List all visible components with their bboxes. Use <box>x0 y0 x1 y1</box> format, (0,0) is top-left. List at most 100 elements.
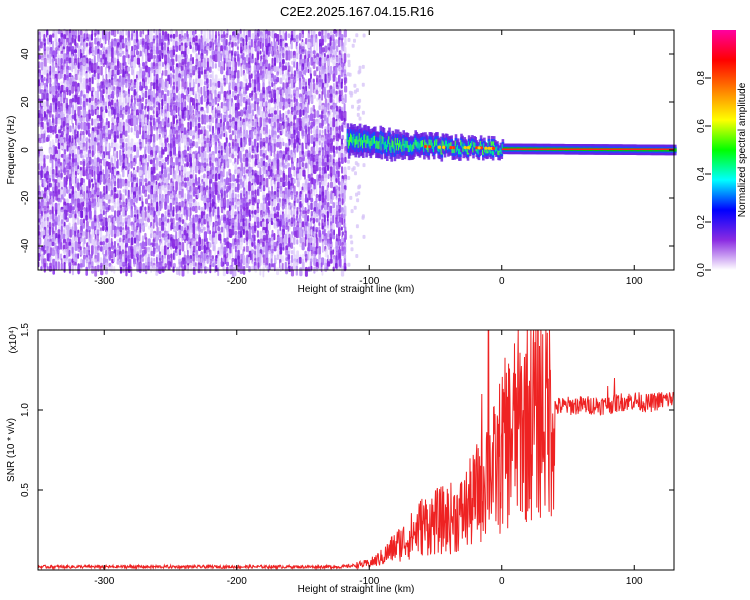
noise-cell <box>170 218 173 223</box>
noise-cell <box>200 165 204 174</box>
noise-cell <box>279 220 282 232</box>
noise-cell <box>40 165 43 172</box>
noise-cell <box>111 245 114 250</box>
noise-cell <box>74 213 77 219</box>
noise-cell <box>152 49 156 55</box>
noise-cell <box>63 105 66 115</box>
noise-cell <box>273 233 276 241</box>
noise-cell <box>184 239 187 244</box>
noise-cell <box>175 45 179 52</box>
noise-cell <box>49 204 52 212</box>
noise-cell <box>318 194 322 202</box>
noise-cell <box>130 98 133 105</box>
noise-cell <box>43 89 47 100</box>
noise-cell <box>166 160 170 165</box>
noise-cell <box>315 90 319 95</box>
noise-cell <box>141 225 145 230</box>
noise-cell <box>107 53 111 60</box>
noise-cell <box>313 189 316 196</box>
noise-cell <box>256 52 259 60</box>
noise-cell <box>158 93 162 103</box>
noise-cell <box>178 244 182 250</box>
noise-cell <box>214 63 217 69</box>
noise-cell <box>296 239 299 245</box>
noise-cell <box>52 102 56 113</box>
noise-cell <box>231 261 234 267</box>
noise-cell <box>192 153 195 162</box>
noise-cell <box>136 85 139 93</box>
noise-cell <box>197 137 201 145</box>
noise-cell <box>136 117 138 126</box>
noise-cell <box>229 89 231 95</box>
noise-cell <box>150 106 153 111</box>
noise-cell <box>96 181 100 188</box>
noise-cell <box>237 155 239 165</box>
noise-cell <box>262 241 265 248</box>
noise-cell <box>237 193 240 198</box>
noise-cell <box>125 138 129 143</box>
noise-cell <box>242 181 245 188</box>
noise-cell <box>66 189 69 194</box>
noise-cell <box>105 169 109 179</box>
noise-cell <box>97 252 100 263</box>
noise-cell <box>49 105 52 111</box>
noise-cell <box>145 198 148 205</box>
noise-cell <box>130 266 133 278</box>
noise-cell <box>133 216 136 222</box>
noise-cell <box>111 77 114 86</box>
noise-cell <box>282 73 285 81</box>
noise-cell <box>83 191 86 202</box>
noise-cell <box>117 53 120 59</box>
noise-cell <box>225 189 228 194</box>
noise-cell <box>48 86 52 92</box>
noise-cell <box>116 239 120 245</box>
noise-cell <box>141 103 144 110</box>
noise-cell <box>285 50 289 61</box>
noise-cell <box>318 161 322 167</box>
noise-cell <box>250 58 254 64</box>
noise-cell <box>234 169 237 175</box>
noise-cell <box>44 117 46 122</box>
noise-cell <box>214 54 218 63</box>
noise-cell <box>318 31 322 37</box>
noise-cell <box>304 266 308 277</box>
noise-cell <box>119 161 122 167</box>
noise-cell <box>166 122 170 128</box>
noise-cell <box>315 213 319 219</box>
noise-cell <box>304 125 308 130</box>
noise-cell <box>268 175 271 180</box>
noise-cell <box>313 242 315 247</box>
noise-cell <box>195 181 199 186</box>
noise-cell <box>142 157 145 163</box>
noise-cell <box>132 61 135 70</box>
noise-cell <box>82 224 85 229</box>
noise-cell <box>276 57 278 63</box>
noise-cell <box>279 265 282 272</box>
noise-cell <box>234 225 238 231</box>
noise-cell <box>156 130 159 141</box>
noise-cell <box>97 233 99 240</box>
noise-cell <box>141 235 145 242</box>
noise-cell <box>279 101 282 110</box>
noise-cell <box>104 33 107 45</box>
noise-cell <box>315 246 318 255</box>
noise-cell <box>60 242 63 250</box>
noise-cell <box>206 105 209 114</box>
noise-cell <box>121 142 125 148</box>
noise-cell <box>100 43 103 48</box>
noise-cell <box>251 96 254 101</box>
noise-cell <box>256 230 259 238</box>
noise-cell <box>127 66 131 72</box>
noise-cell <box>242 141 245 152</box>
noise-cell <box>43 58 47 68</box>
noise-cell <box>85 130 88 135</box>
noise-cell <box>133 237 137 244</box>
noise-cell <box>242 122 246 131</box>
noise-cell <box>225 33 229 38</box>
noise-cell <box>51 40 55 49</box>
noise-cell <box>282 165 285 171</box>
noise-cell <box>301 49 305 54</box>
noise-cell <box>85 92 89 100</box>
noise-cell <box>298 173 301 182</box>
